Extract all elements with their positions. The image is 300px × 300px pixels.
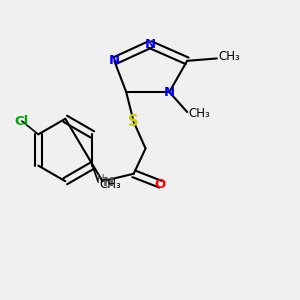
Text: N: N [144,38,156,51]
Text: N: N [109,54,120,67]
Text: CH₃: CH₃ [100,178,122,191]
Text: CH₃: CH₃ [189,107,210,120]
Text: N: N [103,176,114,189]
Text: Cl: Cl [15,115,29,128]
Text: O: O [155,178,166,191]
Text: H: H [97,174,105,184]
Text: N: N [164,85,175,98]
Text: S: S [128,114,139,129]
Text: CH₃: CH₃ [218,50,240,64]
